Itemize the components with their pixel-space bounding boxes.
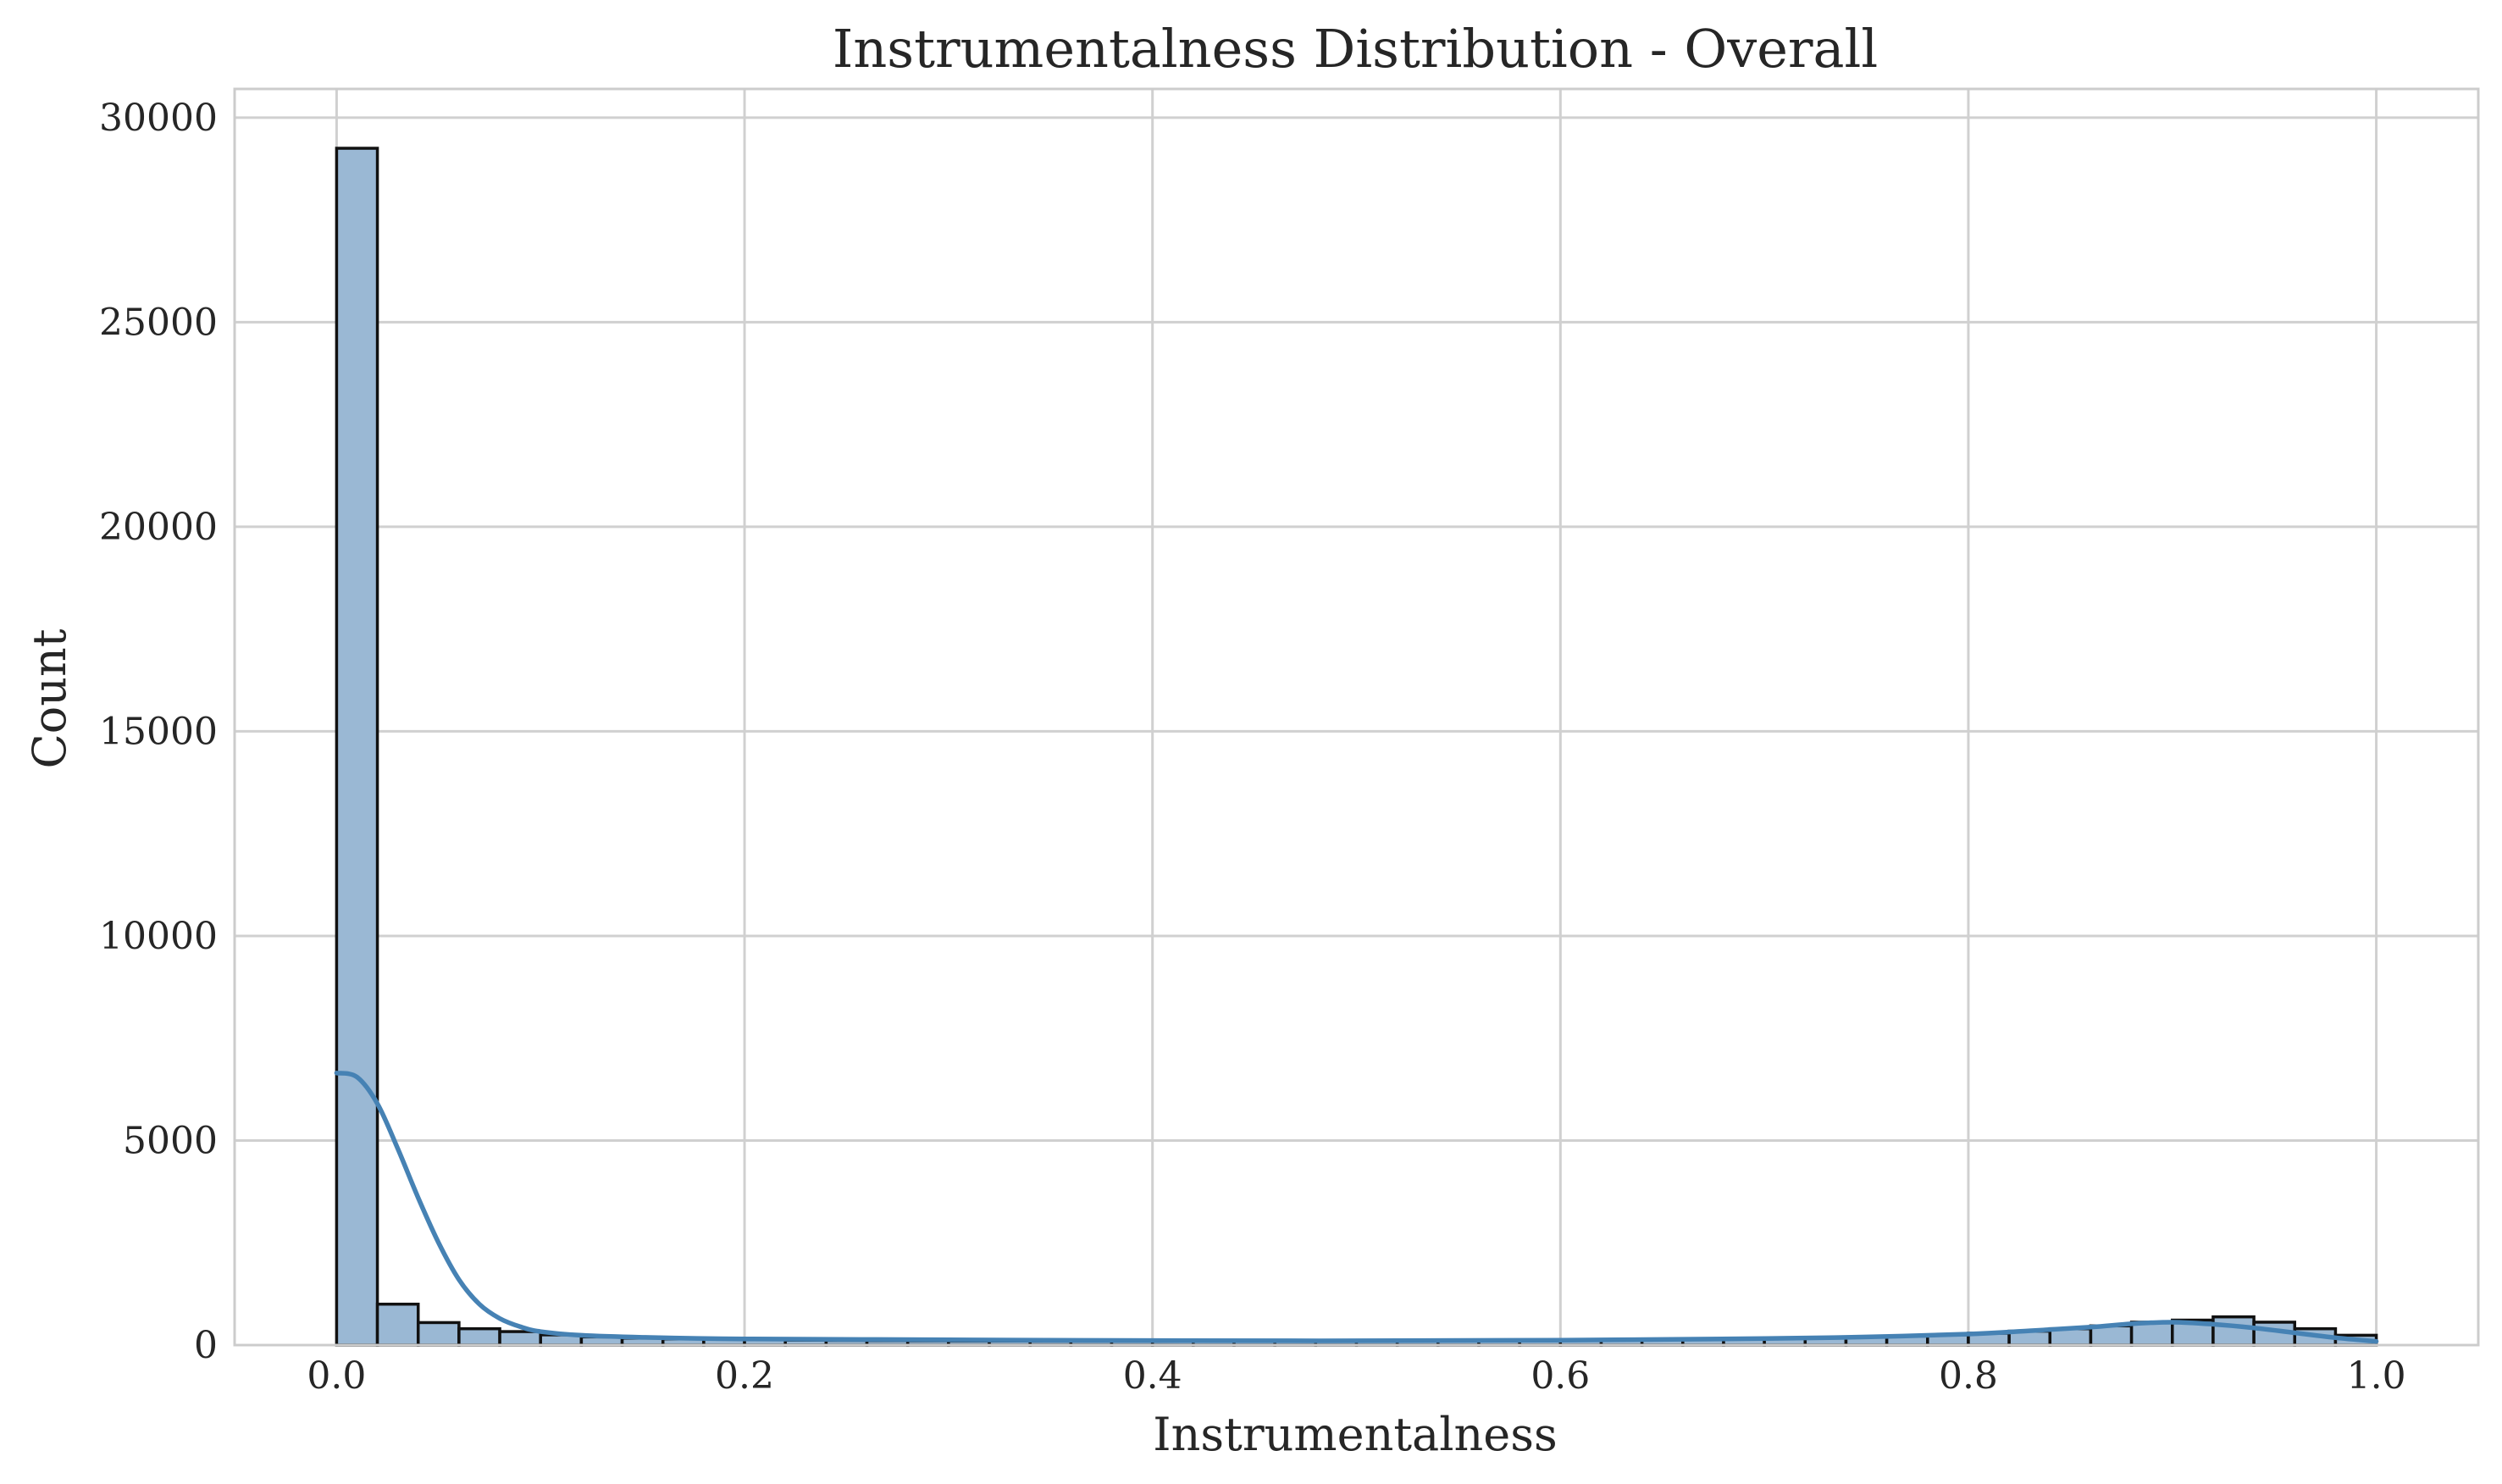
histogram-bar [2211,1315,2256,1347]
y-axis-label: Count [23,628,76,768]
histogram-bar [457,1326,501,1347]
histogram-bar [498,1330,542,1347]
x-tick-label: 0.2 [715,1354,774,1398]
chart-title: Instrumentalness Distribution - Overall [833,18,1878,80]
x-tick-labels: 0.0 0.2 0.4 0.6 0.8 1.0 [307,1354,2405,1398]
y-tick-label: 10000 [99,915,218,958]
x-tick-label: 0.6 [1531,1354,1590,1398]
y-tick-labels: 0 5000 10000 15000 20000 25000 30000 [99,97,218,1367]
histogram-bar [375,1302,420,1347]
x-tick-label: 0.8 [1939,1354,1998,1398]
histogram-bars [335,147,2378,1347]
y-tick-label: 30000 [99,97,218,140]
y-tick-label: 20000 [99,506,218,549]
y-tick-label: 5000 [123,1119,218,1162]
plot-frame [233,87,2480,1347]
x-tick-label: 0.0 [307,1354,366,1398]
x-tick-label: 0.4 [1123,1354,1182,1398]
y-tick-label: 25000 [99,301,218,344]
y-tick-label: 0 [194,1324,218,1367]
x-tick-label: 1.0 [2347,1354,2406,1398]
x-axis-label: Instrumentalness [1153,1408,1557,1461]
y-tick-label: 15000 [99,710,218,753]
kde-curve [334,1071,2379,1344]
histogram-bar [335,147,379,1347]
histogram-bar [416,1321,461,1347]
